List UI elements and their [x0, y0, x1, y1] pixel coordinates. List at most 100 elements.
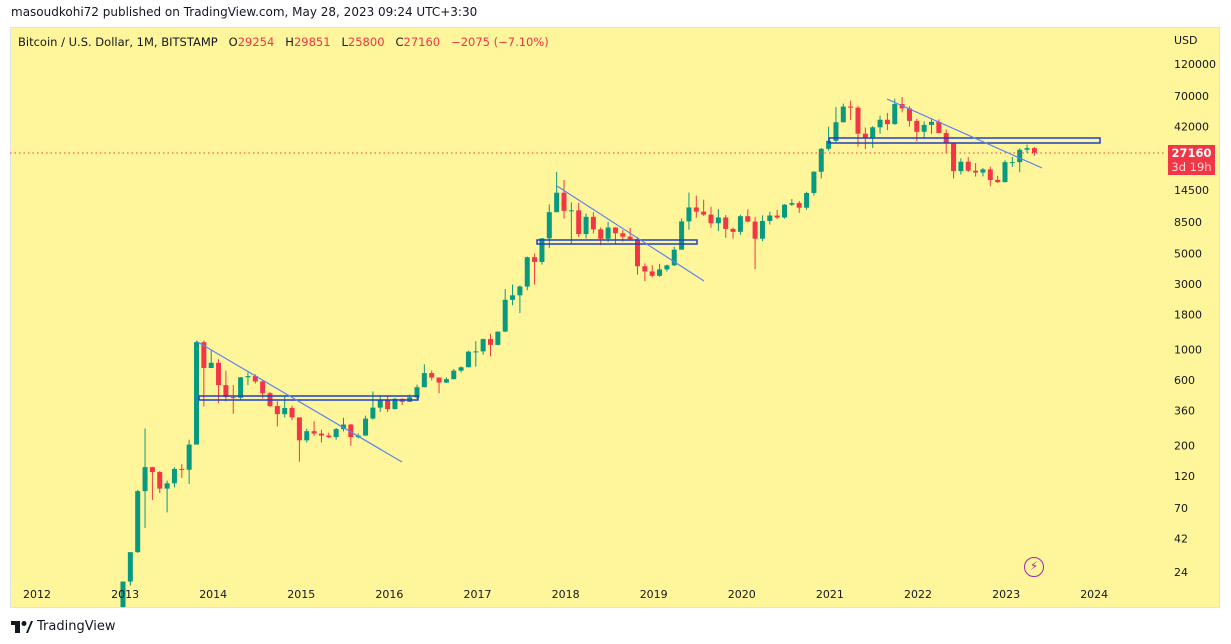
candle-body [568, 210, 574, 212]
candle-body [296, 417, 302, 441]
candle-body [833, 122, 839, 141]
candle [635, 236, 640, 275]
y-tick-label: 14500 [1174, 184, 1209, 197]
candle-body [649, 271, 655, 276]
candle-body [598, 229, 604, 239]
y-tick-label: 200 [1174, 439, 1195, 452]
candle [135, 489, 141, 553]
candle [583, 213, 589, 239]
candle-body [1002, 162, 1008, 183]
candle-body [752, 221, 758, 239]
candle [561, 179, 567, 219]
candle [752, 217, 758, 270]
candle-body [686, 207, 692, 222]
candle-body [995, 179, 1001, 183]
candle-body [385, 399, 391, 410]
candle-body [701, 211, 707, 215]
y-tick-label: 42000 [1174, 121, 1209, 134]
candle-body [333, 429, 339, 438]
candle [811, 171, 817, 196]
candle-body [774, 215, 780, 218]
candle-body [326, 435, 332, 438]
candle [877, 115, 883, 134]
candle-body [818, 148, 824, 172]
candle-body [127, 552, 133, 582]
candle-body [370, 407, 376, 419]
candle-body [583, 216, 589, 235]
candle-body [855, 107, 861, 134]
candle-body [458, 367, 464, 371]
candle [164, 480, 170, 513]
candle-body [796, 203, 802, 208]
y-tick-label: 3000 [1174, 278, 1202, 291]
chart-pane[interactable] [10, 27, 1220, 608]
candle [208, 350, 214, 368]
close-value: 27160 [403, 35, 441, 49]
x-tick-label: 2016 [375, 588, 403, 601]
candle [693, 195, 699, 218]
x-tick-label: 2023 [992, 588, 1020, 601]
candle [1031, 146, 1037, 156]
candle [1017, 148, 1023, 173]
candle-body [958, 161, 964, 172]
bar-countdown: 3d 19h [1171, 160, 1212, 174]
candle-body [510, 295, 516, 300]
candle [973, 163, 979, 177]
candle [296, 417, 302, 462]
candle-body [480, 339, 486, 352]
lightning-icon[interactable]: ⚡ [1024, 557, 1044, 577]
candle-body [363, 418, 369, 436]
footer-brand: TradingView [37, 619, 116, 634]
candle-body [517, 286, 523, 296]
candle [921, 121, 927, 139]
candle [855, 105, 861, 147]
candle [348, 423, 354, 446]
last-price-label: 27160 3d 19h [1168, 145, 1215, 175]
candle-body [414, 387, 420, 398]
candle [539, 238, 545, 265]
trendline-2022 [886, 98, 1043, 169]
candle-body [782, 204, 787, 218]
y-tick-label: 42 [1174, 532, 1188, 545]
candle-body [120, 581, 126, 608]
support-zone-2022 [828, 137, 1101, 144]
change-value: −2075 (−7.10%) [451, 35, 549, 49]
candle [127, 552, 133, 586]
candle-body [936, 121, 942, 134]
candle-body [789, 203, 795, 205]
x-tick-label: 2024 [1080, 588, 1108, 601]
candle-body [561, 192, 567, 211]
candle-body [576, 210, 582, 235]
symbol-name: Bitcoin / U.S. Dollar, 1M, BITSTAMP [18, 35, 218, 49]
candle [782, 204, 787, 219]
y-tick-label: 120 [1174, 470, 1195, 483]
candle-body [392, 398, 398, 410]
candle-body [906, 108, 912, 121]
candle-body [723, 217, 729, 229]
candle-body [612, 227, 618, 234]
candle [157, 471, 163, 494]
candle [679, 218, 685, 250]
candle [473, 341, 479, 367]
y-tick-label: 1800 [1174, 308, 1202, 321]
candle-body [135, 491, 141, 553]
candle-body [348, 424, 354, 438]
candle [465, 350, 471, 368]
candle [833, 106, 839, 143]
footer: TradingView [11, 619, 116, 634]
candle-body [318, 433, 324, 436]
candle-body [657, 269, 663, 276]
candle-body [149, 467, 155, 473]
support-zone-2018 [536, 239, 698, 245]
candle [796, 200, 802, 213]
x-tick-label: 2018 [552, 588, 580, 601]
candle-body [377, 399, 383, 408]
candle [510, 284, 516, 306]
candle-body [745, 216, 751, 222]
candle-body [973, 170, 979, 173]
candle [737, 214, 743, 235]
candle [929, 118, 934, 134]
candle-body [230, 397, 236, 399]
candle [987, 166, 993, 187]
